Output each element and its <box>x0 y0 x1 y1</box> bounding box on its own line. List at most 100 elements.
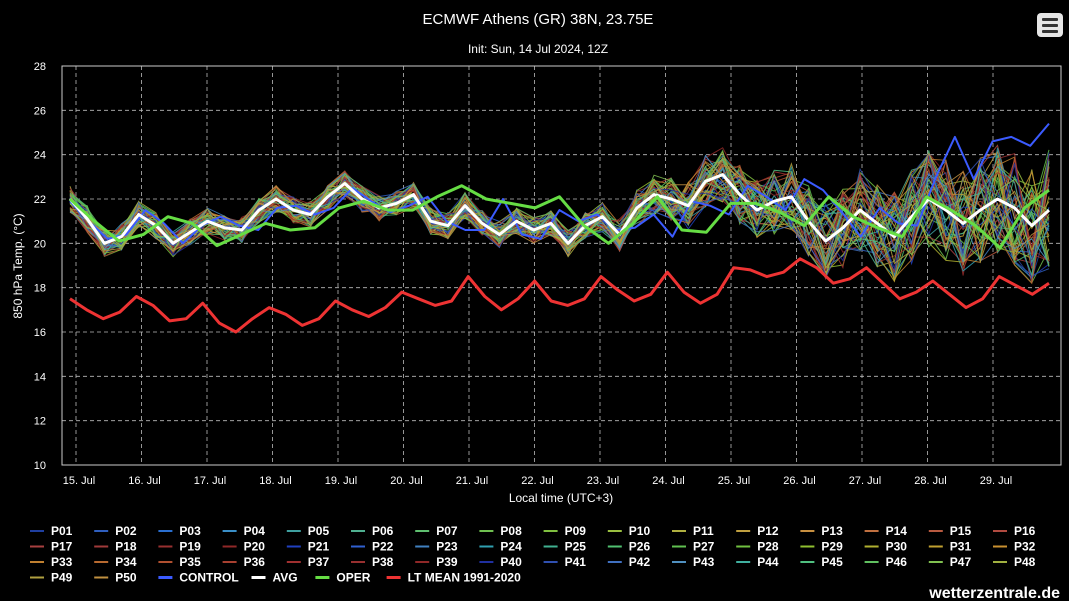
legend-item-lt-mean-1991-2020[interactable]: LT MEAN 1991-2020 <box>386 571 521 585</box>
grid-lines <box>62 65 1061 466</box>
legend-item-p25[interactable]: P25 <box>543 540 587 554</box>
legend-label: P16 <box>1014 524 1036 538</box>
member-line-p38 <box>69 152 1050 268</box>
legend-label: P03 <box>179 524 201 538</box>
legend-label: P09 <box>565 524 587 538</box>
hamburger-menu-icon[interactable] <box>1037 13 1063 37</box>
legend-label: P13 <box>821 524 843 538</box>
legend-item-p08[interactable]: P08 <box>479 524 522 538</box>
legend-item-p03[interactable]: P03 <box>158 524 201 538</box>
legend-item-p04[interactable]: P04 <box>222 524 266 538</box>
legend-item-p18[interactable]: P18 <box>94 540 137 554</box>
chart-title: ECMWF Athens (GR) 38N, 23.75E <box>423 11 654 28</box>
legend-item-p49[interactable]: P49 <box>30 571 73 585</box>
legend-label: P02 <box>115 524 137 538</box>
legend-item-p17[interactable]: P17 <box>30 540 73 554</box>
legend-item-avg[interactable]: AVG <box>251 571 298 585</box>
legend-item-p41[interactable]: P41 <box>543 555 587 569</box>
legend-item-p05[interactable]: P05 <box>286 524 330 538</box>
legend-label: P35 <box>179 555 201 569</box>
legend-label: P50 <box>115 571 137 585</box>
legend-label: P24 <box>500 540 522 554</box>
legend-item-p43[interactable]: P43 <box>672 555 715 569</box>
legend-item-p14[interactable]: P14 <box>864 524 908 538</box>
menu-bar-top <box>1042 18 1058 21</box>
legend-label: P34 <box>115 555 137 569</box>
legend-label: P25 <box>565 540 587 554</box>
legend-label: P17 <box>51 540 73 554</box>
legend-item-p19[interactable]: P19 <box>158 540 201 554</box>
legend-item-p26[interactable]: P26 <box>607 540 651 554</box>
y-tick-label: 16 <box>34 327 46 339</box>
legend-item-p27[interactable]: P27 <box>672 540 715 554</box>
legend-item-p22[interactable]: P22 <box>351 540 394 554</box>
legend-label: P32 <box>1014 540 1036 554</box>
y-tick-label: 22 <box>34 194 46 206</box>
legend-item-control[interactable]: CONTROL <box>158 571 239 585</box>
legend-item-p48[interactable]: P48 <box>993 555 1036 569</box>
legend-item-p30[interactable]: P30 <box>864 540 908 554</box>
legend-item-p36[interactable]: P36 <box>222 555 266 569</box>
legend-item-p24[interactable]: P24 <box>479 540 522 554</box>
legend-label: P38 <box>372 555 394 569</box>
legend-item-p20[interactable]: P20 <box>222 540 266 554</box>
legend-item-p31[interactable]: P31 <box>928 540 972 554</box>
legend-item-p50[interactable]: P50 <box>94 571 137 585</box>
site-credit: wetterzentrale.de <box>928 585 1060 601</box>
legend-item-p02[interactable]: P02 <box>94 524 137 538</box>
legend-item-p29[interactable]: P29 <box>800 540 843 554</box>
legend-item-p06[interactable]: P06 <box>351 524 394 538</box>
legend-item-p47[interactable]: P47 <box>928 555 972 569</box>
legend-item-oper[interactable]: OPER <box>315 571 371 585</box>
menu-bar-middle <box>1042 24 1058 27</box>
legend-label: AVG <box>273 571 298 585</box>
legend-label: P08 <box>500 524 522 538</box>
legend-item-p39[interactable]: P39 <box>415 555 458 569</box>
y-tick-label: 20 <box>34 238 46 250</box>
legend-label: P20 <box>244 540 266 554</box>
x-tick-label: 27. Jul <box>849 475 881 487</box>
legend-item-p34[interactable]: P34 <box>94 555 137 569</box>
legend-item-p32[interactable]: P32 <box>993 540 1036 554</box>
legend-item-p35[interactable]: P35 <box>158 555 201 569</box>
series-line-control <box>69 122 1050 245</box>
legend-item-p09[interactable]: P09 <box>543 524 587 538</box>
legend-item-p42[interactable]: P42 <box>607 555 651 569</box>
legend-label: P11 <box>693 524 714 538</box>
legend-item-p16[interactable]: P16 <box>993 524 1036 538</box>
legend-item-p10[interactable]: P10 <box>607 524 651 538</box>
x-tick-label: 19. Jul <box>325 475 357 487</box>
legend-label: P07 <box>436 524 458 538</box>
legend-item-p23[interactable]: P23 <box>415 540 458 554</box>
legend-label: P10 <box>629 524 651 538</box>
legend-item-p21[interactable]: P21 <box>286 540 330 554</box>
y-tick-label: 18 <box>34 283 46 295</box>
legend-item-p15[interactable]: P15 <box>928 524 972 538</box>
y-tick-label: 24 <box>34 150 46 162</box>
legend-item-p45[interactable]: P45 <box>800 555 843 569</box>
legend-item-p13[interactable]: P13 <box>800 524 843 538</box>
legend-item-p38[interactable]: P38 <box>351 555 394 569</box>
legend-item-p11[interactable]: P11 <box>672 524 714 538</box>
legend-item-p01[interactable]: P01 <box>30 524 73 538</box>
legend-item-p46[interactable]: P46 <box>864 555 908 569</box>
x-tick-label: 16. Jul <box>128 475 160 487</box>
legend-label: P27 <box>693 540 715 554</box>
legend-item-p37[interactable]: P37 <box>286 555 330 569</box>
series-line-lt-mean-1991-2020 <box>69 257 1050 334</box>
legend-label: P29 <box>821 540 843 554</box>
legend-label: P47 <box>950 555 972 569</box>
legend-item-p33[interactable]: P33 <box>30 555 73 569</box>
legend-item-p44[interactable]: P44 <box>736 555 779 569</box>
legend-item-p40[interactable]: P40 <box>479 555 522 569</box>
legend-label: P30 <box>886 540 908 554</box>
legend-item-p07[interactable]: P07 <box>415 524 458 538</box>
legend-label: P22 <box>372 540 394 554</box>
legend-label: P43 <box>693 555 715 569</box>
legend-item-p12[interactable]: P12 <box>736 524 779 538</box>
legend-item-p28[interactable]: P28 <box>736 540 779 554</box>
ensemble-member-lines <box>69 144 1050 285</box>
legend-label: P42 <box>629 555 651 569</box>
legend-label: P48 <box>1014 555 1036 569</box>
